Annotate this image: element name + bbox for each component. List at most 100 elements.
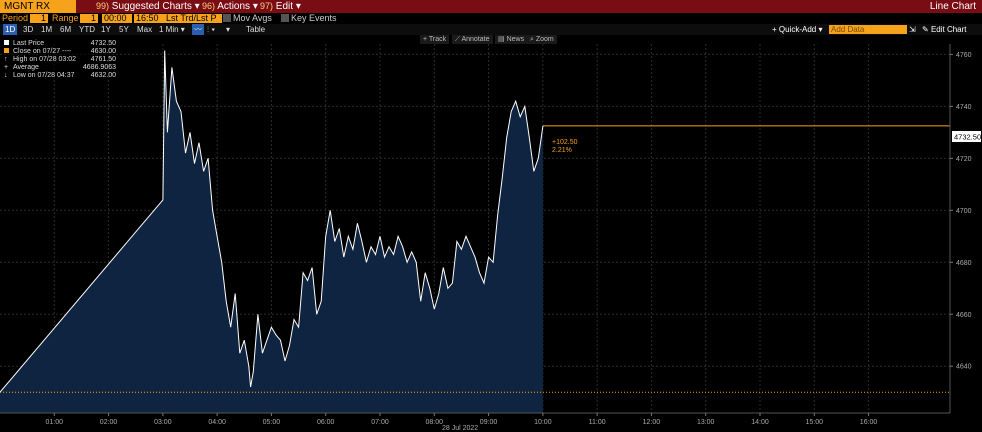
range-button-3d[interactable]: 3D <box>23 25 34 34</box>
actions-menu[interactable]: 96) Actions ▾ <box>202 0 258 13</box>
annotate-icon: ⟋ <box>455 36 462 43</box>
add-data-input[interactable]: Add Data <box>829 25 907 34</box>
chevron-down-icon: ▾ <box>194 1 200 12</box>
range-button-1y[interactable]: 1Y <box>101 25 111 34</box>
chart-type-label: Line Chart <box>929 1 976 12</box>
high-arrow-icon: ↑ <box>4 56 8 63</box>
period-label: Period <box>2 13 29 23</box>
y-tick-label: 4640 <box>956 364 972 371</box>
key-events-checkbox[interactable] <box>281 14 289 22</box>
track-tool[interactable]: + Track <box>420 35 450 44</box>
x-tick-label: 14:00 <box>751 419 769 426</box>
edit-code: 97) <box>260 1 274 11</box>
interval-select[interactable]: 1 Min ▾ <box>159 25 185 34</box>
chart-grid <box>0 44 950 413</box>
line-chart-icon[interactable]: 〰 <box>192 24 204 35</box>
mov-avgs-label: Mov Avgs <box>233 13 272 23</box>
legend-item-average[interactable]: + Average 4686.9063 <box>4 64 116 72</box>
legend: Last Price 4732.50 Close on 07/27 ---- 463… <box>4 40 116 80</box>
quick-add-label: Quick-Add <box>778 25 817 34</box>
legend-swatch <box>4 40 9 45</box>
suggested-charts-menu[interactable]: 99) Suggested Charts ▾ <box>96 0 200 13</box>
time-from-field[interactable]: 00:00 <box>102 14 132 23</box>
track-label: Track <box>428 36 447 43</box>
legend-swatch <box>4 48 9 53</box>
x-tick-label: 01:00 <box>46 419 64 426</box>
suggested-charts-label: Suggested Charts <box>111 1 192 12</box>
legend-item-low[interactable]: ↓ Low on 07/28 04:37 4632.00 <box>4 72 116 80</box>
legend-value: 4761.50 <box>90 56 116 63</box>
annotate-tool[interactable]: ⟋ Annotate <box>452 35 493 44</box>
legend-item-close[interactable]: Close on 07/27 ---- 4630.00 <box>4 48 116 56</box>
controls-bar <box>0 13 982 24</box>
last-price-tag <box>952 131 981 142</box>
legend-value: 4630.00 <box>90 48 116 55</box>
edit-chart-label: Edit Chart <box>930 25 967 34</box>
zoom-tool[interactable]: ⌕ Zoom <box>527 35 557 44</box>
range-button-ytd[interactable]: YTD <box>79 25 95 34</box>
range-button-max[interactable]: Max <box>137 25 153 34</box>
track-icon: + <box>423 36 429 43</box>
suggested-charts-code: 99) <box>96 1 110 11</box>
x-tick-label: 03:00 <box>154 419 172 426</box>
legend-label: Low on 07/28 04:37 <box>13 72 75 79</box>
range-bar <box>0 24 982 35</box>
legend-label: Last Price <box>13 40 45 47</box>
x-tick-label: 08:00 <box>426 419 444 426</box>
legend-label: Close on 07/27 ---- <box>13 48 72 55</box>
table-button[interactable]: Table <box>246 25 266 34</box>
range-label: Range <box>52 13 79 23</box>
bar-style-icon[interactable]: ⫶ ▾ <box>207 25 216 34</box>
legend-item-last-price[interactable]: Last Price 4732.50 <box>4 40 116 48</box>
range-field[interactable]: 1 <box>80 14 98 23</box>
last-price-tag-text: 4732.50 <box>954 133 981 142</box>
legend-label: Average <box>13 64 39 71</box>
legend-item-high[interactable]: ↑ High on 07/28 03:02 4761.50 <box>4 56 116 64</box>
mov-avgs-checkbox[interactable] <box>223 14 231 22</box>
edit-chart-button[interactable]: ✎ Edit Chart <box>922 25 967 34</box>
x-tick-label: 02:00 <box>100 419 118 426</box>
x-tick-label: 10:00 <box>534 419 552 426</box>
zoom-icon: ⌕ <box>530 36 536 43</box>
range-button-5y[interactable]: 5Y <box>119 25 129 34</box>
chevron-down-icon: ▾ <box>252 1 258 12</box>
legend-value: 4632.00 <box>90 72 116 79</box>
chevron-down-icon[interactable]: ▾ <box>226 25 231 34</box>
key-events-label: Key Events <box>291 13 337 23</box>
x-tick-label: 16:00 <box>860 419 878 426</box>
y-tick-label: 4720 <box>956 156 972 163</box>
y-tick-label: 4660 <box>956 312 972 319</box>
x-tick-label: 15:00 <box>806 419 824 426</box>
price-line <box>0 50 544 393</box>
x-tick-label: 04:00 <box>208 419 226 426</box>
zoom-label: Zoom <box>535 36 554 43</box>
change-pct-label: 2.21% <box>552 147 572 154</box>
x-axis: 01:00 02:00 03:00 04:00 05:00 06:00 07:00 08:00… <box>0 412 950 426</box>
y-tick-label: 4680 <box>956 260 972 267</box>
period-field[interactable]: 1 <box>30 14 48 23</box>
range-button-1d[interactable]: 1D <box>3 24 18 35</box>
range-button-1m[interactable]: 1M <box>41 25 53 34</box>
quick-add-button[interactable]: + Quick-Add ▾ <box>772 25 823 34</box>
time-to-field[interactable]: 16:50 <box>134 14 164 23</box>
y-tick-label: 4760 <box>956 52 972 59</box>
price-field-select[interactable]: Lst Trd/Lst P <box>164 14 222 23</box>
range-button-6m[interactable]: 6M <box>60 25 72 34</box>
x-tick-label: 06:00 <box>317 419 335 426</box>
news-icon: ▤ <box>498 36 507 43</box>
top-toolbar <box>0 0 982 13</box>
news-label: News <box>506 36 525 43</box>
y-tick-label: 4700 <box>956 208 972 215</box>
expand-icon[interactable]: ⇲ <box>909 25 916 34</box>
edit-label: Edit <box>275 1 294 12</box>
x-tick-label: 09:00 <box>480 419 498 426</box>
y-axis: 4640 4660 4680 4700 4720 4740 4760 <box>949 44 972 413</box>
date-label: 28 Jul 2022 <box>442 425 478 432</box>
chevron-down-icon: ▾ <box>295 1 301 12</box>
x-tick-label: 13:00 <box>697 419 715 426</box>
news-tool[interactable]: ▤ News <box>495 35 528 44</box>
edit-menu[interactable]: 97) Edit ▾ <box>260 0 301 13</box>
legend-value: 4732.50 <box>90 40 116 47</box>
actions-label: Actions <box>217 1 251 12</box>
